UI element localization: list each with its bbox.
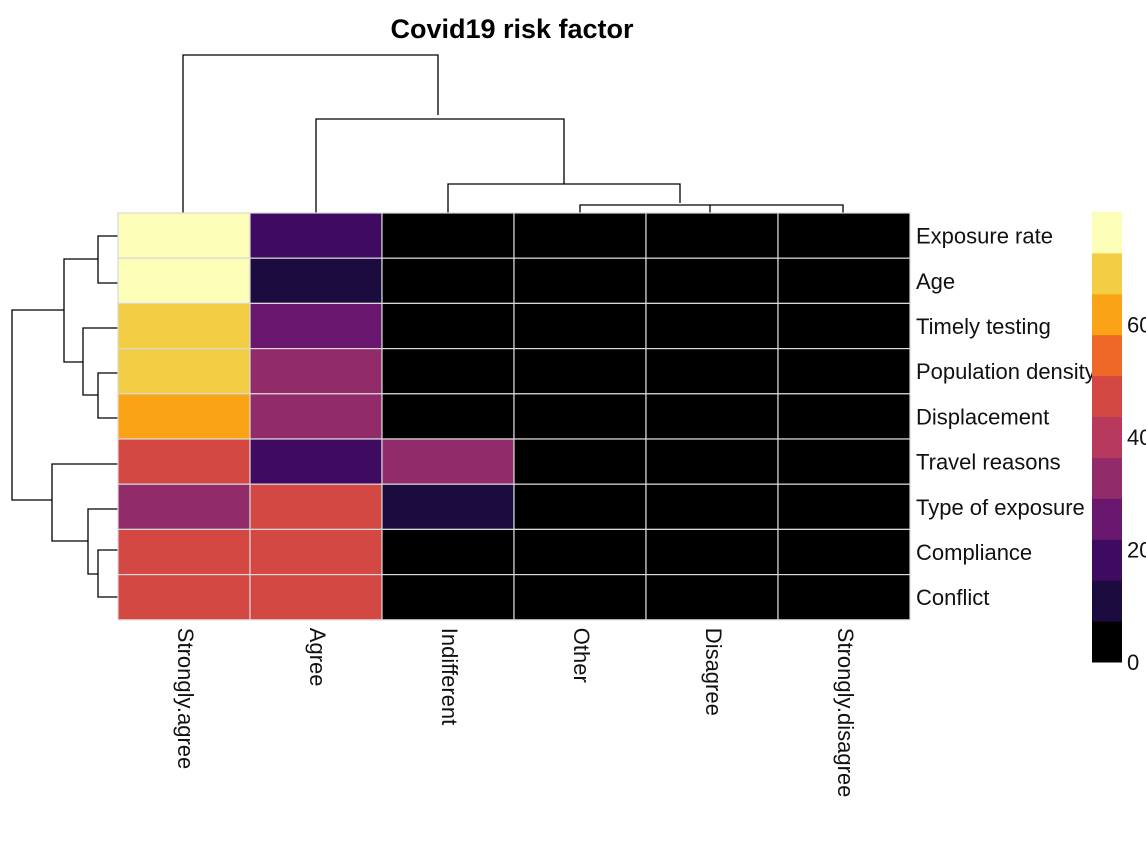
column-label: Strongly.agree [173, 628, 198, 769]
heatmap-cell [514, 213, 646, 258]
heatmap-cell [778, 484, 910, 529]
colorbar-tick-label: 40 [1127, 425, 1146, 450]
colorbar-band [1092, 212, 1122, 253]
colorbar-band [1092, 457, 1122, 498]
heatmap-cell [778, 529, 910, 574]
heatmap-cell [778, 303, 910, 348]
colorbar-band [1092, 498, 1122, 539]
heatmap-cell [382, 439, 514, 484]
row-label: Age [916, 269, 955, 294]
heatmap-cell [514, 439, 646, 484]
chart-title: Covid19 risk factor [390, 14, 634, 44]
heatmap-cell [118, 394, 250, 439]
heatmap-cell [382, 258, 514, 303]
colorbar-band [1092, 253, 1122, 294]
column-label: Other [569, 628, 594, 683]
heatmap-cell [778, 394, 910, 439]
heatmap-cell [118, 575, 250, 620]
heatmap-cell [118, 349, 250, 394]
column-dendrogram [183, 55, 843, 213]
heatmap-cell [118, 529, 250, 574]
heatmap-cell [514, 529, 646, 574]
heatmap-cell [250, 258, 382, 303]
heatmap-cell [382, 529, 514, 574]
colorbar-band [1092, 621, 1122, 662]
heatmap-cell [646, 213, 778, 258]
colorbar-tick-label: 0 [1127, 650, 1139, 675]
heatmap-cell [646, 349, 778, 394]
heatmap-cell [382, 349, 514, 394]
heatmap-cell [778, 575, 910, 620]
heatmap-cell [250, 529, 382, 574]
colorbar-band [1092, 539, 1122, 580]
colorbar-band [1092, 580, 1122, 621]
heatmap-cell [514, 258, 646, 303]
heatmap-cell [382, 213, 514, 258]
heatmap-cell [646, 529, 778, 574]
heatmap-cell [646, 439, 778, 484]
heatmap-cell [250, 439, 382, 484]
column-label: Disagree [701, 628, 726, 716]
heatmap-cell [250, 213, 382, 258]
heatmap-cell [250, 394, 382, 439]
colorbar-band [1092, 417, 1122, 458]
heatmap-cell [118, 303, 250, 348]
row-label: Compliance [916, 540, 1032, 565]
heatmap-cell [118, 484, 250, 529]
heatmap-cell [778, 349, 910, 394]
heatmap-cell [250, 575, 382, 620]
heatmap-cell [250, 349, 382, 394]
heatmap-cell [646, 575, 778, 620]
colorbar-band [1092, 335, 1122, 376]
heatmap-cell [778, 258, 910, 303]
heatmap-cell [250, 484, 382, 529]
heatmap-cell [646, 394, 778, 439]
heatmap-cell [778, 439, 910, 484]
heatmap-cell [514, 349, 646, 394]
row-label: Exposure rate [916, 224, 1053, 249]
heatmap-cell [118, 439, 250, 484]
heatmap-cell [382, 484, 514, 529]
heatmap-cell [118, 213, 250, 258]
colorbar: 0 20 40 60 [1092, 212, 1146, 675]
row-label: Conflict [916, 585, 989, 610]
row-label: Displacement [916, 404, 1049, 429]
heatmap-cell [778, 213, 910, 258]
row-labels: Exposure rate Age Timely testing Population… [916, 224, 1096, 611]
row-label: Population density [916, 359, 1096, 384]
heatmap-cell [382, 575, 514, 620]
colorbar-band [1092, 294, 1122, 335]
heatmap-cell [250, 303, 382, 348]
heatmap-cells [118, 213, 910, 620]
column-label: Indifferent [437, 628, 462, 725]
heatmap-cell [646, 258, 778, 303]
heatmap-cell [514, 575, 646, 620]
heatmap-cell [514, 303, 646, 348]
heatmap-cell [514, 484, 646, 529]
colorbar-tick-label: 20 [1127, 538, 1146, 563]
heatmap-cell [646, 303, 778, 348]
heatmap-cell [514, 394, 646, 439]
colorbar-band [1092, 376, 1122, 417]
row-label: Travel reasons [916, 450, 1061, 475]
heatmap-cell [382, 394, 514, 439]
row-label: Timely testing [916, 314, 1051, 339]
heatmap-cell [382, 303, 514, 348]
heatmap-cell [646, 484, 778, 529]
row-label: Type of exposure [916, 495, 1085, 520]
colorbar-tick-label: 60 [1127, 313, 1146, 338]
column-label: Strongly.disagree [833, 628, 858, 798]
heatmap-cell [118, 258, 250, 303]
column-labels: Strongly.agree Agree Indifferent Other Disag… [173, 628, 858, 798]
column-label: Agree [305, 628, 330, 687]
row-dendrogram [12, 236, 118, 597]
